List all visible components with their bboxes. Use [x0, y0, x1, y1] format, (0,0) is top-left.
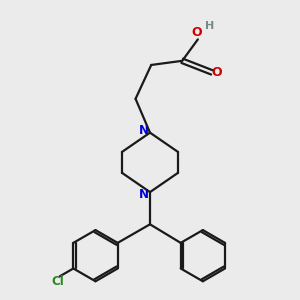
- Text: N: N: [139, 124, 149, 137]
- Text: N: N: [139, 188, 149, 201]
- Text: H: H: [205, 21, 214, 31]
- Text: O: O: [212, 66, 222, 79]
- Text: Cl: Cl: [51, 275, 64, 288]
- Text: O: O: [192, 26, 203, 39]
